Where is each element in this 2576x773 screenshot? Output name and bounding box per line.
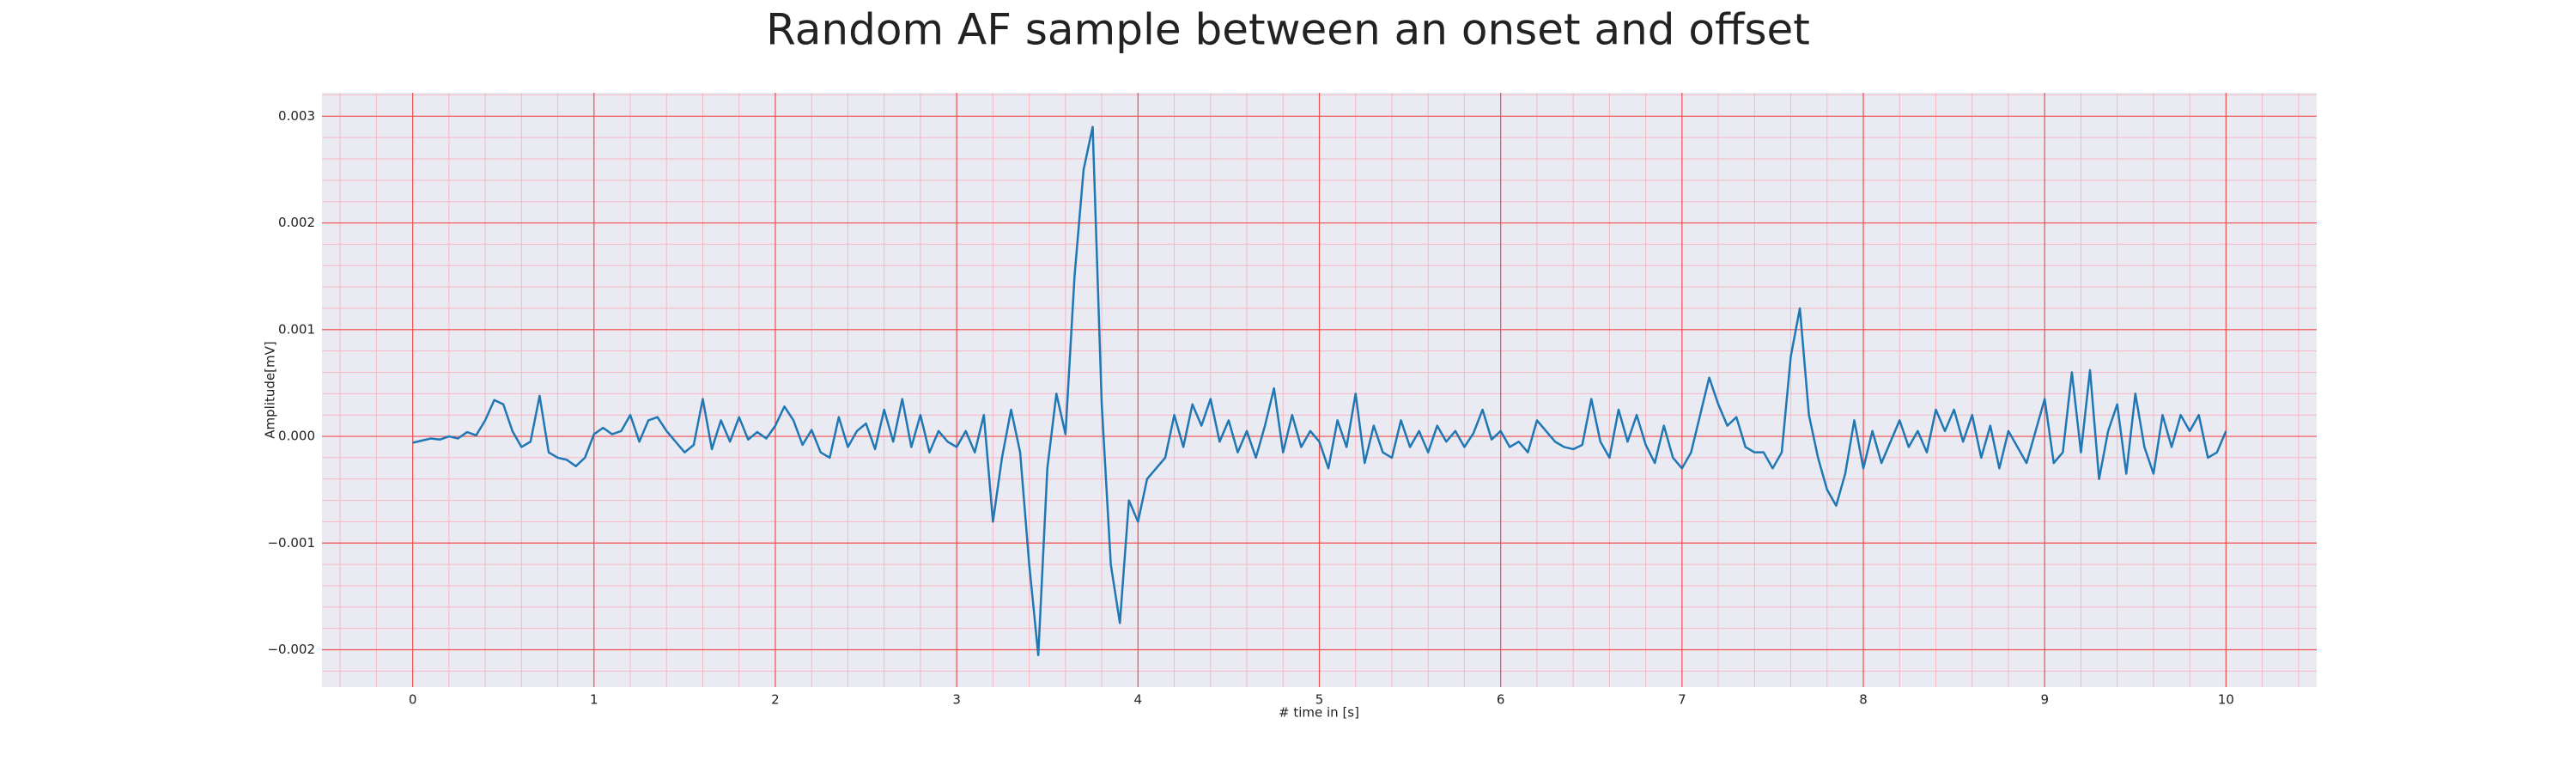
y-tick-label: 0.002 [278,215,315,230]
x-tick-label: 9 [2040,692,2049,708]
x-tick-label: 10 [2218,692,2234,708]
chart-title: Random AF sample between an onset and of… [766,5,1810,55]
signal-line [412,125,2227,656]
y-tick-label: 0.000 [278,429,315,444]
x-axis-label: # time in [s] [1279,705,1359,721]
y-tick-label: −0.001 [267,535,315,551]
x-tick-label: 2 [771,692,780,708]
y-tick-label: 0.001 [278,321,315,337]
x-tick-label: 4 [1134,692,1143,708]
x-tick-label: 3 [952,692,961,708]
y-axis-label: Amplitude[mV] [263,341,278,438]
major-grid [322,93,2317,687]
x-tick-label: 8 [1859,692,1868,708]
x-tick-label: 7 [1678,692,1686,708]
y-tick-label: −0.002 [267,642,315,657]
x-tick-label: 6 [1497,692,1505,708]
x-tick-label: 1 [590,692,598,708]
y-tick-label: 0.003 [278,108,315,124]
x-tick-label: 5 [1315,692,1324,708]
x-tick-label: 0 [409,692,417,708]
